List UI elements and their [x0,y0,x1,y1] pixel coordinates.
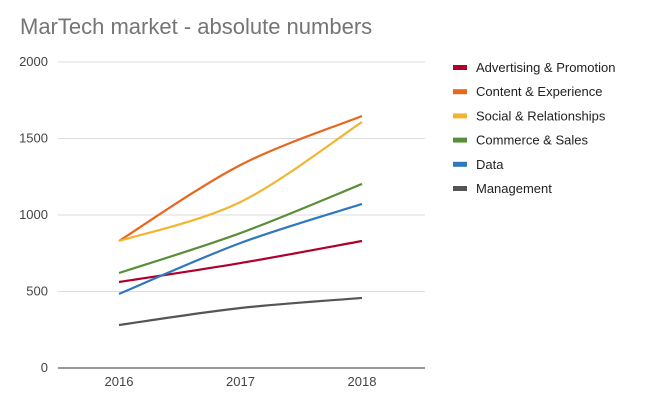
legend-swatch [453,186,467,191]
legend-label: Data [476,157,504,172]
x-tick-label: 2016 [105,374,134,389]
y-tick-label: 2000 [19,54,48,69]
legend-label: Advertising & Promotion [476,60,615,75]
legend-swatch [453,137,467,143]
series-line [118,114,363,242]
y-tick-label: 1500 [19,131,48,146]
legend-swatch [453,89,467,95]
legend-swatch [453,113,467,119]
series-line [118,296,363,327]
legend-label: Commerce & Sales [476,133,588,148]
y-tick-label: 0 [41,360,48,375]
x-tick-label: 2017 [226,374,255,389]
legend-label: Content & Experience [476,84,602,99]
series-line [118,202,363,295]
y-tick-label: 1000 [19,207,48,222]
legend-label: Social & Relationships [476,108,606,123]
y-tick-label: 500 [26,284,48,299]
series-line [118,121,363,243]
legend-label: Management [476,181,552,196]
legend-swatch [453,65,467,70]
legend-swatch [453,161,467,167]
series-line [118,239,363,284]
x-tick-label: 2018 [348,374,377,389]
chart-title: MarTech market - absolute numbers [20,14,373,39]
series-line [118,182,363,275]
